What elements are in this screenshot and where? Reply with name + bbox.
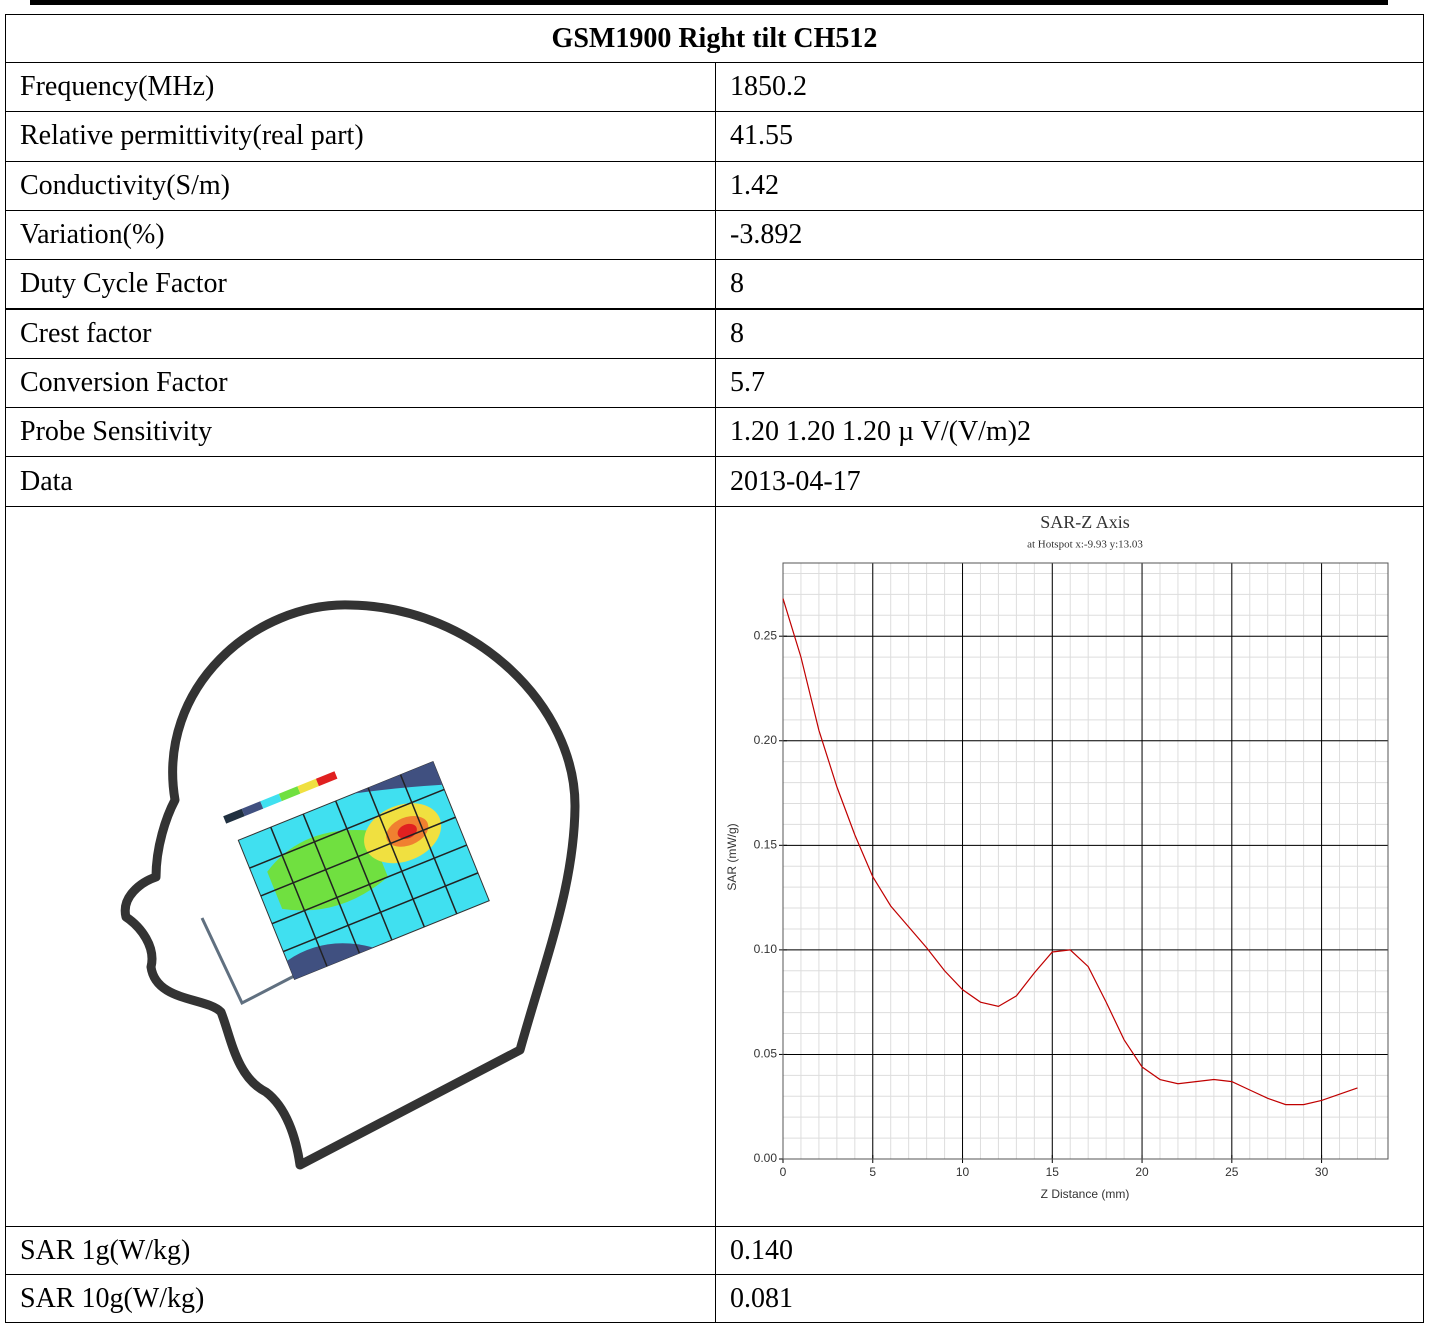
x-tick-label: 25 xyxy=(1225,1165,1239,1179)
chart-title: SAR-Z Axis xyxy=(1040,512,1130,532)
table-cell: Variation(%) xyxy=(5,209,716,261)
table-cell: 8 xyxy=(715,308,1424,359)
table-cell: 1850.2 xyxy=(715,62,1424,113)
table-cell: 8 xyxy=(715,259,1424,310)
chart: SAR-Z Axis at Hotspot x:-9.93 y:13.03 Z … xyxy=(725,512,1389,1201)
table-cell: Crest factor xyxy=(5,308,716,359)
x-tick-label: 30 xyxy=(1315,1165,1329,1179)
head-illustration xyxy=(120,600,580,1170)
table-cell: SAR 1g(W/kg) xyxy=(5,1226,716,1275)
y-tick-label: 0.05 xyxy=(754,1047,778,1061)
table-cell: 5.7 xyxy=(715,357,1424,409)
table-cell: 1.42 xyxy=(715,160,1424,211)
x-tick-label: 15 xyxy=(1046,1165,1060,1179)
y-tick-label: 0.25 xyxy=(754,628,778,642)
x-axis-label: Z Distance (mm) xyxy=(1041,1187,1130,1201)
y-tick-label: 0.10 xyxy=(754,942,778,956)
table-cell: 0.081 xyxy=(715,1274,1424,1323)
line-series xyxy=(782,598,1358,1106)
y-tick-label: 0.20 xyxy=(754,733,778,747)
x-tick-label: 20 xyxy=(1135,1165,1149,1179)
table-cell: Conversion Factor xyxy=(5,357,716,409)
y-tick-label: 0.15 xyxy=(754,837,778,851)
chart-subtitle: at Hotspot x:-9.93 y:13.03 xyxy=(1027,539,1143,551)
plot-frame xyxy=(782,562,1389,1160)
table-cell: 41.55 xyxy=(715,111,1424,162)
table-cell: 0.140 xyxy=(715,1226,1424,1275)
y-axis-label: SAR (mW/g) xyxy=(725,823,739,890)
table-cell: Relative permittivity(real part) xyxy=(5,111,716,162)
table-cell: Probe Sensitivity xyxy=(5,407,716,458)
x-tick-label: 5 xyxy=(869,1165,876,1179)
y-tick-label: 0.00 xyxy=(754,1151,778,1165)
table-cell: Frequency(MHz) xyxy=(5,62,716,113)
table-cell: 2013-04-17 xyxy=(715,456,1424,507)
table-cell: -3.892 xyxy=(715,209,1424,261)
table-cell: Conductivity(S/m) xyxy=(5,160,716,211)
table-cell: SAR 10g(W/kg) xyxy=(5,1274,716,1323)
x-tick-label: 0 xyxy=(780,1165,787,1179)
table-cell: Duty Cycle Factor xyxy=(5,259,716,310)
table-cell: 1.20 1.20 1.20 µ V/(V/m)2 xyxy=(715,407,1424,458)
table-cell: Data xyxy=(5,456,716,507)
x-tick-label: 10 xyxy=(956,1165,970,1179)
top-rule xyxy=(30,0,1388,5)
table-title: GSM1900 Right tilt CH512 xyxy=(5,14,1424,63)
